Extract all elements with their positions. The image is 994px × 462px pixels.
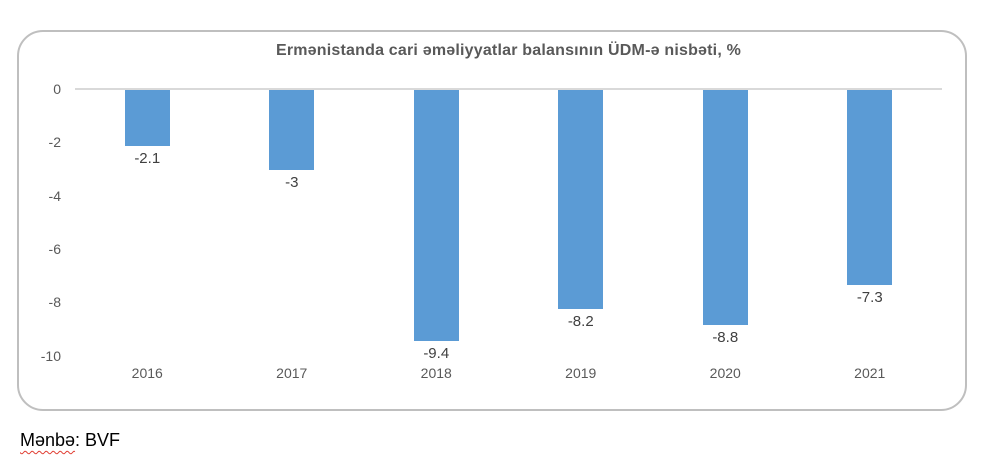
- bar-2016[interactable]: [124, 90, 170, 146]
- y-axis-tick-label: 0: [53, 81, 61, 97]
- data-label: -8.2: [567, 312, 594, 330]
- y-axis-tick-label: -4: [48, 187, 61, 204]
- x-axis-category-label: 2017: [276, 365, 308, 381]
- source-value: : BVF: [75, 430, 121, 450]
- bar-2018[interactable]: [413, 90, 459, 341]
- chart-container[interactable]: Ermənistanda cari əməliyyatlar balansını…: [17, 30, 967, 411]
- x-axis-category-label: 2020: [709, 365, 741, 381]
- x-axis-category-label: 2021: [854, 365, 886, 381]
- data-label: -2.1: [134, 150, 161, 167]
- source-label: Mənbə: [20, 430, 76, 450]
- y-axis-tick-label: -8: [48, 294, 61, 311]
- bar-2019[interactable]: [558, 90, 604, 309]
- data-label: -7.3: [856, 288, 883, 306]
- chart-title: Ermənistanda cari əməliyyatlar balansını…: [275, 42, 742, 59]
- y-axis-tick-label: -10: [40, 347, 61, 364]
- y-axis-tick-label: -2: [48, 134, 61, 151]
- x-axis-category-label: 2018: [420, 365, 452, 381]
- source-note: Mənbə: BVF: [20, 430, 120, 451]
- bar-2017[interactable]: [269, 90, 315, 170]
- bar-2020[interactable]: [702, 90, 748, 325]
- data-label: -9.4: [423, 344, 450, 362]
- x-axis-category-label: 2016: [131, 365, 163, 381]
- data-label: -3: [285, 174, 299, 191]
- y-axis-tick-label: -6: [48, 241, 61, 258]
- x-axis-line: [75, 88, 942, 90]
- bar-2021[interactable]: [847, 90, 893, 285]
- x-axis-category-label: 2019: [565, 365, 597, 381]
- data-label: -8.8: [712, 328, 739, 346]
